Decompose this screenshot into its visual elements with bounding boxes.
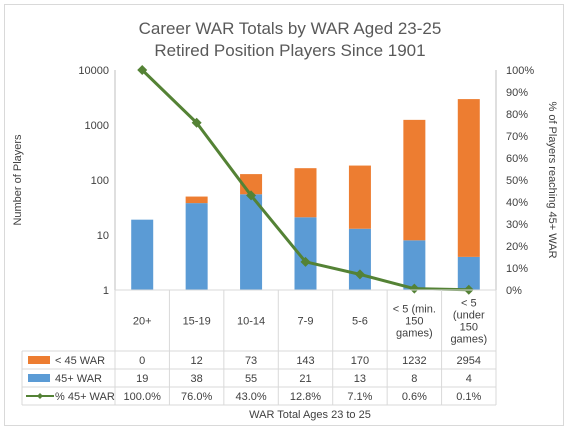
x-tick-label: 7-9 xyxy=(298,316,314,328)
legend-key-swatch xyxy=(28,356,50,364)
bar-under-45-war xyxy=(294,168,317,218)
legend-label: < 45 WAR xyxy=(55,355,105,367)
legend-key-marker xyxy=(37,393,43,399)
x-tick-label: 10-14 xyxy=(237,316,265,328)
bar-45-plus-war xyxy=(457,256,480,290)
x-tick-label: 20+ xyxy=(133,316,152,328)
table-value: 170 xyxy=(351,355,369,367)
table-value: 1232 xyxy=(402,355,426,367)
bar-under-45-war xyxy=(403,119,426,241)
y-axis-title: Number of Players xyxy=(12,134,24,226)
legend-label: % 45+ WAR xyxy=(55,391,115,403)
bar-under-45-war xyxy=(457,99,480,257)
line-point-marker xyxy=(300,256,311,267)
y2-tick-label: 30% xyxy=(506,219,528,231)
y2-tick-label: 100% xyxy=(506,65,534,77)
table-value: 100.0% xyxy=(124,391,162,403)
table-value: 73 xyxy=(245,355,257,367)
y2-tick-label: 60% xyxy=(506,153,528,165)
y-tick-label: 10000 xyxy=(78,65,109,77)
chart-title: Career WAR Totals by WAR Aged 23-25 xyxy=(139,19,442,38)
x-tick-label: 5-6 xyxy=(352,316,368,328)
x-tick-label: < 5 (under 150 games) xyxy=(450,298,487,346)
bar-under-45-war xyxy=(348,165,371,229)
bar-45-plus-war xyxy=(294,217,317,290)
table-value: 2954 xyxy=(457,355,481,367)
table-value: 43.0% xyxy=(235,391,266,403)
y2-tick-label: 10% xyxy=(506,263,528,275)
table-value: 12.8% xyxy=(290,391,321,403)
y2-tick-label: 70% xyxy=(506,131,528,143)
bar-45-plus-war xyxy=(131,219,154,290)
legend-key-swatch xyxy=(28,374,50,382)
y-tick-label: 10 xyxy=(97,230,109,242)
y2-tick-label: 0% xyxy=(506,285,522,297)
legend-label: 45+ WAR xyxy=(55,373,102,385)
bar-45-plus-war xyxy=(403,240,426,290)
y2-tick-label: 80% xyxy=(506,109,528,121)
y2-tick-label: 50% xyxy=(506,175,528,187)
line-point-marker xyxy=(191,117,202,128)
table-value: 19 xyxy=(136,373,148,385)
chart-subtitle: Retired Position Players Since 1901 xyxy=(154,41,425,60)
x-axis-title: WAR Total Ages 23 to 25 xyxy=(249,409,371,421)
line-point-marker xyxy=(354,269,365,280)
y2-tick-label: 40% xyxy=(506,197,528,209)
table-value: 8 xyxy=(411,373,417,385)
y-tick-label: 100 xyxy=(91,175,109,187)
table-value: 0.6% xyxy=(402,391,427,403)
bar-45-plus-war xyxy=(185,203,208,290)
line-point-marker xyxy=(409,283,420,294)
table-value: 21 xyxy=(299,373,311,385)
table-value: 38 xyxy=(191,373,203,385)
bar-45-plus-war xyxy=(240,194,263,290)
bar-under-45-war xyxy=(185,196,208,204)
bar-45-plus-war xyxy=(348,228,371,290)
table-value: 7.1% xyxy=(347,391,372,403)
table-value: 13 xyxy=(354,373,366,385)
table-value: 0 xyxy=(139,355,145,367)
y2-tick-label: 20% xyxy=(506,241,528,253)
x-tick-label: 15-19 xyxy=(183,316,211,328)
table-value: 0.1% xyxy=(456,391,481,403)
x-tick-label: < 5 (min. 150 games) xyxy=(393,304,436,340)
table-value: 12 xyxy=(191,355,203,367)
table-value: 55 xyxy=(245,373,257,385)
table-value: 76.0% xyxy=(181,391,212,403)
y-tick-label: 1000 xyxy=(85,120,109,132)
line-point-marker xyxy=(246,190,257,201)
y2-axis-title: % of Players reaching 45+ WAR xyxy=(546,101,558,258)
line-point-marker xyxy=(137,65,148,75)
table-value: 143 xyxy=(296,355,314,367)
y2-tick-label: 90% xyxy=(506,87,528,99)
table-value: 4 xyxy=(466,373,472,385)
y-tick-label: 1 xyxy=(103,285,109,297)
